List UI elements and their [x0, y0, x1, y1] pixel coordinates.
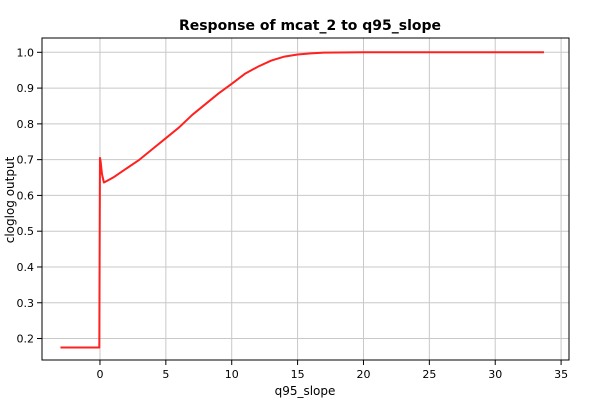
y-tick-label: 0.8: [17, 118, 35, 131]
x-tick-label: 30: [488, 368, 502, 381]
x-tick-label: 20: [356, 368, 370, 381]
y-tick-label: 0.3: [17, 297, 35, 310]
x-tick-label: 25: [422, 368, 436, 381]
x-tick-label: 5: [162, 368, 169, 381]
y-tick-label: 0.2: [17, 333, 35, 346]
x-axis-label: q95_slope: [275, 384, 336, 398]
series-line: [60, 51, 544, 349]
y-tick-label: 0.4: [17, 261, 35, 274]
x-tick-label: 0: [96, 368, 103, 381]
y-tick-label: 0.7: [17, 154, 35, 167]
y-tick-label: 0.9: [17, 82, 35, 95]
y-tick-label: 1.0: [17, 46, 35, 59]
y-tick-label: 0.6: [17, 189, 35, 202]
x-tick-label: 10: [225, 368, 239, 381]
plot-frame: [41, 37, 570, 361]
x-tick-label: 35: [554, 368, 568, 381]
y-tick-label: 0.5: [17, 225, 35, 238]
series-layer: [60, 51, 544, 349]
x-tick-label: 15: [291, 368, 305, 381]
chart-title: Response of mcat_2 to q95_slope: [179, 18, 441, 34]
grid: [42, 38, 569, 360]
y-axis-label: cloglog output: [3, 156, 17, 243]
axis-ticks: 0 5 10 15 20 25 30 35 0.2 0.3 0.4 0.5 0.6 0.7 0.8 0.9 1.…: [17, 46, 569, 381]
